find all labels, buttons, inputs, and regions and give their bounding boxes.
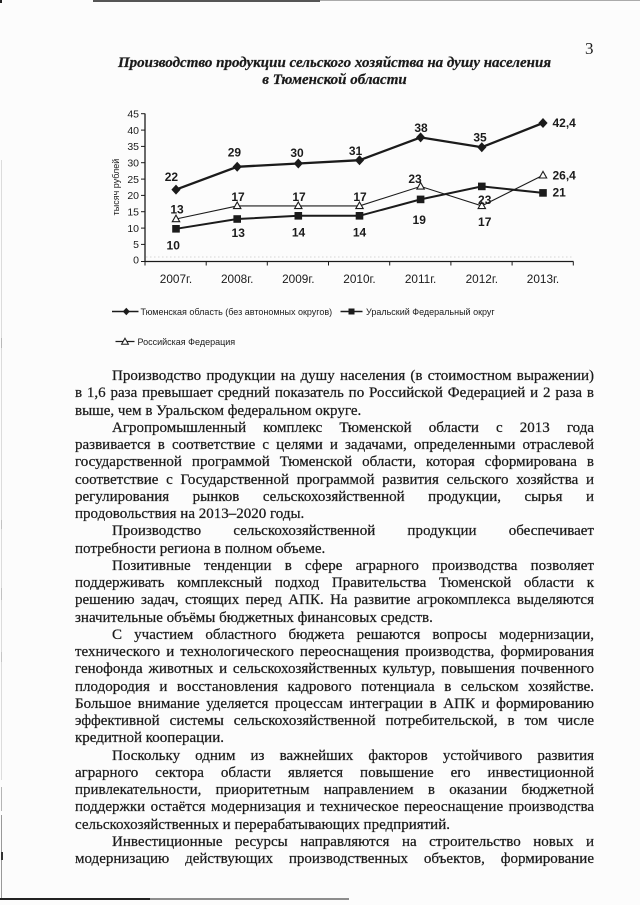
svg-text:2009г.: 2009г. — [282, 272, 314, 286]
svg-text:35: 35 — [127, 141, 139, 153]
svg-text:26,4: 26,4 — [553, 169, 577, 183]
svg-text:2010г.: 2010г. — [343, 272, 375, 286]
svg-text:20: 20 — [127, 190, 139, 202]
svg-text:25: 25 — [127, 174, 139, 186]
svg-text:тысяч рублей: тысяч рублей — [111, 159, 121, 216]
svg-text:2012г.: 2012г. — [466, 272, 498, 286]
svg-text:Уральский Федеральный округ: Уральский Федеральный округ — [366, 307, 495, 317]
svg-text:19: 19 — [413, 213, 427, 227]
svg-text:31: 31 — [349, 144, 363, 158]
svg-text:Российская Федерация: Российская Федерация — [138, 337, 236, 347]
svg-text:38: 38 — [414, 121, 428, 135]
svg-text:2013г.: 2013г. — [527, 272, 559, 286]
svg-text:45: 45 — [127, 108, 139, 120]
svg-text:22: 22 — [165, 170, 179, 184]
svg-text:42,4: 42,4 — [553, 116, 577, 130]
svg-text:10: 10 — [127, 223, 139, 235]
svg-text:30: 30 — [290, 146, 304, 160]
svg-text:5: 5 — [133, 239, 139, 251]
svg-text:17: 17 — [353, 190, 367, 204]
svg-text:14: 14 — [292, 226, 306, 240]
svg-text:10: 10 — [167, 239, 181, 253]
svg-text:17: 17 — [478, 215, 492, 229]
svg-text:23: 23 — [478, 193, 492, 207]
svg-text:Тюменская область (без автоном: Тюменская область (без автономных округо… — [141, 307, 333, 317]
svg-text:35: 35 — [473, 131, 487, 145]
svg-text:40: 40 — [127, 125, 139, 137]
svg-text:23: 23 — [408, 172, 422, 186]
svg-text:0: 0 — [133, 255, 139, 267]
svg-text:21: 21 — [553, 186, 567, 200]
svg-text:17: 17 — [231, 190, 245, 204]
svg-text:13: 13 — [232, 226, 246, 240]
svg-text:15: 15 — [127, 206, 139, 218]
svg-text:14: 14 — [353, 226, 367, 240]
svg-text:2011г.: 2011г. — [405, 272, 437, 286]
svg-text:13: 13 — [170, 203, 184, 217]
svg-text:2008г.: 2008г. — [221, 272, 253, 286]
svg-text:2007г.: 2007г. — [160, 272, 192, 286]
svg-text:29: 29 — [228, 146, 242, 160]
svg-text:30: 30 — [127, 157, 139, 169]
svg-text:17: 17 — [292, 190, 306, 204]
